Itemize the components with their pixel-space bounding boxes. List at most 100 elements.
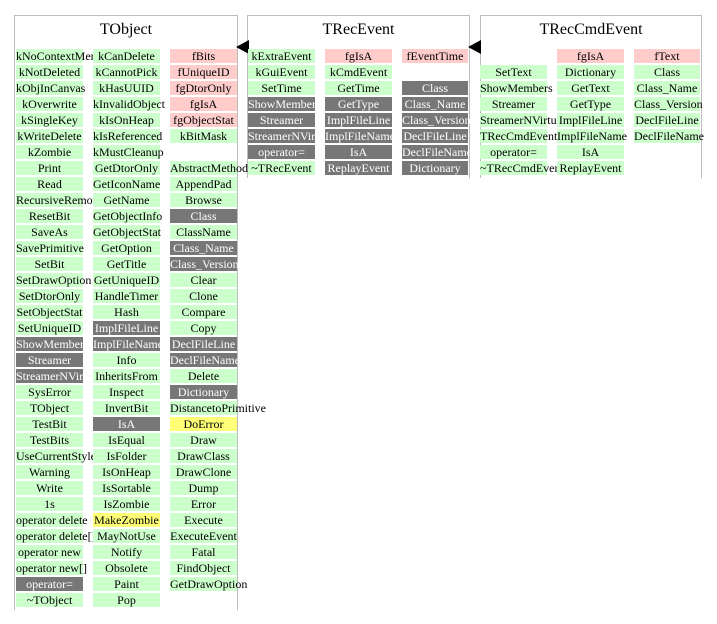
member-cell: 1s <box>16 497 83 511</box>
member-cell: Execute <box>170 513 237 527</box>
member-cell: GetType <box>557 97 624 111</box>
member-cell: kCmdEvent <box>325 65 392 79</box>
member-cell: Streamer <box>16 353 83 367</box>
member-cell: Class_Name <box>170 241 237 255</box>
member-cell: GetTime <box>325 81 392 95</box>
member-column: kCanDelete kCannotPick kHasUUID kInvalidObj… <box>93 49 165 609</box>
member-cell: Notify <box>93 545 160 559</box>
class-box-trecevent: TRecEvent <box>247 15 470 178</box>
member-cell: kCanDelete <box>93 49 160 63</box>
member-cell: SetUniqueID <box>16 321 83 335</box>
member-cell: kOverwrite <box>16 97 83 111</box>
class-title: TObject <box>99 21 153 38</box>
member-cell: kHasUUID <box>93 81 160 95</box>
member-cell: kCannotPick <box>93 65 160 79</box>
member-cell: ShowMembers <box>248 97 321 111</box>
member-column: fgIsA Dictionary GetText GetType ImplFileLin… <box>557 49 627 177</box>
member-cell: SaveAs <box>16 225 83 239</box>
member-cell: Dictionary <box>170 385 237 399</box>
member-cell: Dictionary <box>402 161 468 175</box>
member-cell: Warning <box>16 465 83 479</box>
class-box-treccmdevent: TRecCmdEvent <box>480 15 702 178</box>
member-cell: SysError <box>16 385 83 399</box>
member-cell: Dump <box>170 481 237 495</box>
member-cell: kNoContextMenu <box>16 49 103 63</box>
member-cell: Delete <box>170 369 237 383</box>
member-cell: fUniqueID <box>170 65 237 79</box>
member-cell: DeclFileName <box>634 129 704 143</box>
member-cell: Print <box>16 161 83 175</box>
member-cell: fgIsA <box>170 97 237 111</box>
member-cell: Class <box>170 209 237 223</box>
member-cell: Class_Version <box>402 113 471 127</box>
member-cell: ~TRecEvent <box>248 161 315 175</box>
member-cell: ExecuteEvent <box>170 529 237 543</box>
class-title: TRecEvent <box>322 21 395 38</box>
member-cell: kZombie <box>16 145 83 159</box>
member-cell: MakeZombie <box>93 513 160 527</box>
member-cell: kMustCleanup <box>93 145 164 159</box>
member-cell: GetUniqueID <box>93 273 160 287</box>
member-cell: AppendPad <box>170 177 237 191</box>
member-cell: Obsolete <box>93 561 160 575</box>
member-cell: ShowMembers <box>16 337 89 351</box>
member-cell: operator new <box>16 545 83 559</box>
member-cell: ResetBit <box>16 209 83 223</box>
member-cell: TRecCmdEvent <box>480 129 558 143</box>
member-cell: TObject <box>16 401 83 415</box>
member-cell: ~TRecCmdEvent <box>480 161 564 175</box>
member-cell: DeclFileName <box>402 145 472 159</box>
member-cell: FindObject <box>170 561 237 575</box>
empty-cell <box>480 49 547 63</box>
class-title: TRecCmdEvent <box>539 21 643 38</box>
member-cell: operator new[] <box>16 561 87 575</box>
member-cell: Copy <box>170 321 237 335</box>
member-cell: Streamer <box>480 97 547 111</box>
member-cell: ImplFileName <box>557 129 627 143</box>
member-cell: GetType <box>325 97 392 111</box>
member-cell: InheritsFrom <box>93 369 160 383</box>
member-cell: GetName <box>93 193 160 207</box>
member-cell: SetDrawOption <box>16 273 92 287</box>
member-cell: IsA <box>557 145 624 159</box>
member-cell: ClassName <box>170 225 237 239</box>
member-cell: GetTitle <box>93 257 160 271</box>
member-cell: fgDtorOnly <box>170 81 237 95</box>
member-cell: Read <box>16 177 83 191</box>
member-cell: ImplFileLine <box>93 321 160 335</box>
member-cell: operator delete <box>16 513 88 527</box>
member-cell: SetDtorOnly <box>16 289 83 303</box>
member-cell: TestBit <box>16 417 83 431</box>
member-cell: Pop <box>93 593 160 607</box>
member-cell: IsOnHeap <box>93 465 160 479</box>
empty-cell <box>170 145 237 159</box>
member-cell: operator delete[] <box>16 529 96 543</box>
member-cell: operator= <box>16 577 83 591</box>
member-cell: ReplayEvent <box>557 161 624 175</box>
member-cell: ReplayEvent <box>325 161 392 175</box>
member-cell: Dictionary <box>557 65 624 79</box>
member-cell: fgIsA <box>325 49 392 63</box>
member-cell: HandleTimer <box>93 289 160 303</box>
member-cell: Hash <box>93 305 160 319</box>
member-cell: Info <box>93 353 160 367</box>
member-cell: Clone <box>170 289 237 303</box>
member-column: fgIsA kCmdEvent GetTime GetType ImplFileLine… <box>325 49 395 177</box>
member-cell: Class_Name <box>402 97 468 111</box>
member-cell: InvertBit <box>93 401 160 415</box>
member-column: SetText ShowMembers Streamer StreamerNVirtu… <box>480 49 565 177</box>
member-cell: Paint <box>93 577 160 591</box>
member-cell: Class <box>634 65 700 79</box>
member-cell: fEventTime <box>402 49 468 63</box>
member-cell: IsZombie <box>93 497 160 511</box>
member-column: fText Class Class_Name Class_Version DeclFil… <box>634 49 704 145</box>
member-cell: Class_Version <box>634 97 703 111</box>
member-cell: SetText <box>480 65 547 79</box>
member-cell: AbstractMethod <box>170 161 248 175</box>
member-cell: DoError <box>170 417 237 431</box>
member-cell: SetObjectStat <box>16 305 83 319</box>
member-cell: Compare <box>170 305 237 319</box>
member-cell: DeclFileLine <box>634 113 700 127</box>
member-column: fBits fUniqueID fgDtorOnly fgIsA fgObjectSta… <box>170 49 266 593</box>
member-cell: Fatal <box>170 545 237 559</box>
